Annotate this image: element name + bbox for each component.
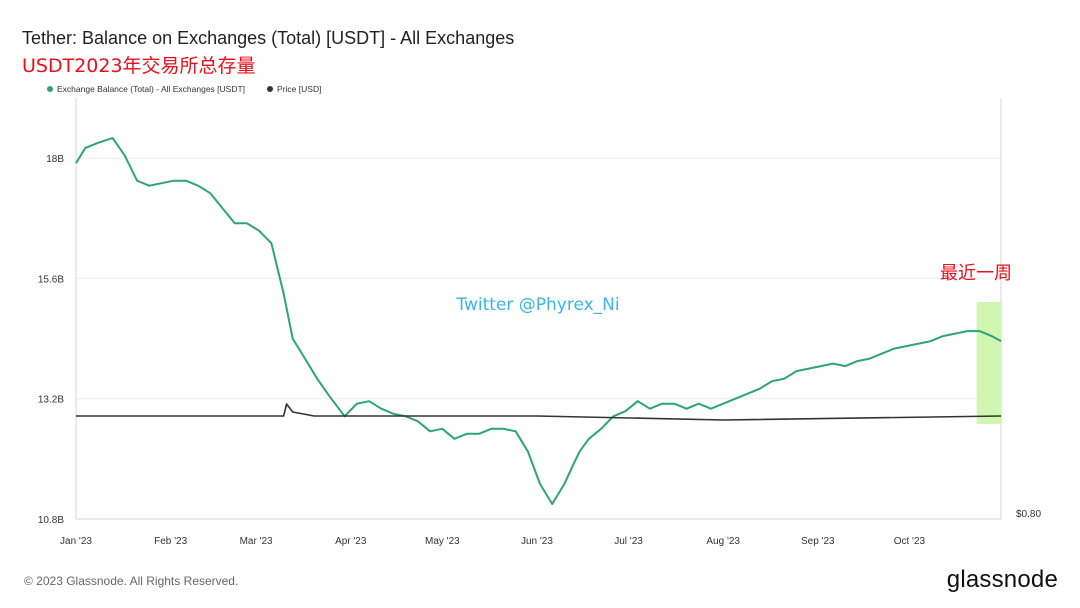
- chart-title: Tether: Balance on Exchanges (Total) [US…: [22, 28, 515, 48]
- watermark-text: Twitter @Phyrex_Ni: [455, 295, 619, 315]
- x-tick-label: Jan '23: [60, 536, 92, 547]
- y-tick-label: 13.2B: [38, 395, 64, 406]
- recent-week-label: 最近一周: [940, 263, 1012, 284]
- chart-legend: Exchange Balance (Total) - All Exchanges…: [47, 84, 321, 94]
- x-tick-label: Apr '23: [335, 536, 367, 547]
- glassnode-logo: glassnode: [946, 566, 1058, 593]
- right-y-tick-label: $0.80: [1016, 509, 1041, 520]
- legend-label-price: Price [USD]: [277, 84, 322, 94]
- exchange-balance-line: [75, 137, 1002, 505]
- legend-dot-exchange-balance: [47, 86, 53, 92]
- x-tick-label: Sep '23: [801, 536, 835, 547]
- x-tick-label: Feb '23: [154, 536, 187, 547]
- x-tick-label: Aug '23: [706, 536, 740, 547]
- price-line: [76, 403, 1002, 421]
- legend-label-exchange-balance: Exchange Balance (Total) - All Exchanges…: [57, 84, 246, 94]
- y-tick-label: 18B: [46, 154, 64, 165]
- recent-week-highlight: [976, 302, 1001, 424]
- x-tick-label: May '23: [425, 536, 460, 547]
- legend-item-exchange-balance[interactable]: Exchange Balance (Total) - All Exchanges…: [47, 84, 245, 94]
- x-tick-label: Jun '23: [521, 536, 553, 547]
- y-tick-label: 15.6B: [38, 274, 64, 285]
- legend-item-price[interactable]: Price [USD]: [267, 84, 321, 94]
- x-tick-label: Jul '23: [614, 536, 643, 547]
- copyright-text: © 2023 Glassnode. All Rights Reserved.: [24, 574, 239, 588]
- y-tick-label: 10.8B: [38, 515, 64, 526]
- x-tick-label: Oct '23: [894, 536, 926, 547]
- x-tick-label: Mar '23: [240, 536, 273, 547]
- legend-dot-price: [267, 86, 274, 92]
- chart-subtitle: USDT2023年交易所总存量: [22, 55, 256, 77]
